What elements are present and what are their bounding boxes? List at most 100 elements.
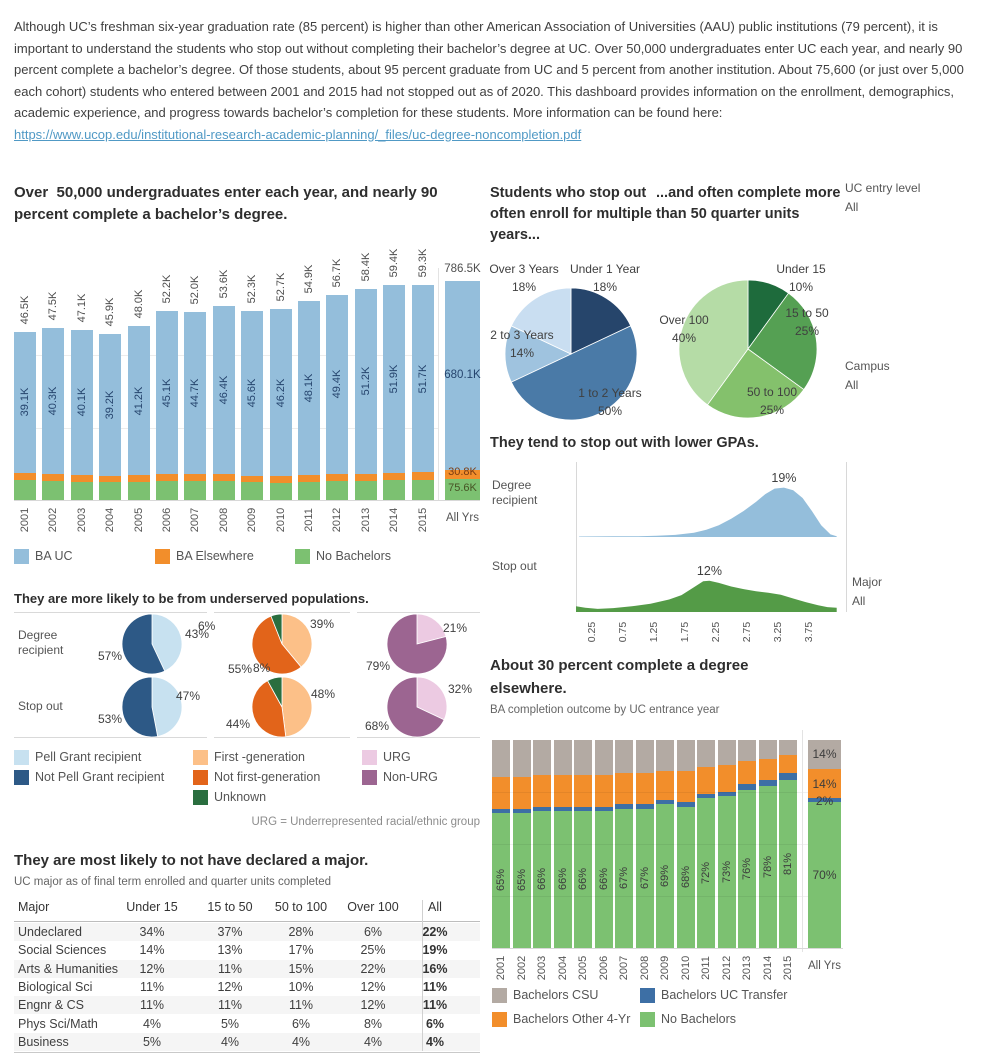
- bar-segment-other-4yr[interactable]: [574, 775, 592, 807]
- bar-segment-ba-uc[interactable]: [445, 281, 480, 471]
- bar-segment-csu[interactable]: [512, 740, 531, 778]
- pie-slice-2-to-3-years[interactable]: [504, 325, 572, 383]
- table-header-cell[interactable]: 15 to 50: [207, 900, 253, 914]
- bar-segment-uc-transfer[interactable]: [594, 806, 613, 811]
- filter-value-campus[interactable]: All: [845, 378, 859, 392]
- bar-segment-no-bachelors[interactable]: [156, 481, 178, 500]
- bar-segment-csu[interactable]: [808, 740, 841, 770]
- bar-segment-uc-transfer[interactable]: [697, 794, 715, 799]
- bar-segment-no-bachelors[interactable]: [512, 812, 531, 948]
- pie-slice-1-to-2-years[interactable]: [510, 325, 638, 421]
- bar-segment-ba-elsewhere[interactable]: [326, 473, 349, 481]
- pie-slice-unknown[interactable]: [267, 676, 283, 708]
- bar-segment-ba-elsewhere[interactable]: [99, 475, 122, 483]
- bar-segment-no-bachelors[interactable]: [533, 810, 551, 948]
- bar-segment-uc-transfer[interactable]: [656, 800, 674, 805]
- bar-segment-other-4yr[interactable]: [533, 775, 551, 807]
- bar-segment-no-bachelors[interactable]: [354, 480, 377, 500]
- pie-slice-under-1-year[interactable]: [570, 287, 632, 355]
- bar-segment-ba-elsewhere[interactable]: [14, 473, 36, 481]
- bar-segment-other-4yr[interactable]: [738, 760, 756, 784]
- bar-segment-other-4yr[interactable]: [758, 758, 777, 780]
- bar-segment-other-4yr[interactable]: [676, 771, 695, 803]
- bar-segment-no-bachelors[interactable]: [14, 480, 36, 500]
- bar-segment-ba-elsewhere[interactable]: [184, 473, 207, 481]
- bar-segment-no-bachelors[interactable]: [445, 478, 480, 500]
- bar-segment-csu[interactable]: [553, 740, 572, 776]
- bar-segment-other-4yr[interactable]: [594, 775, 613, 807]
- bar-segment-csu[interactable]: [533, 740, 551, 776]
- bar-segment-ba-elsewhere[interactable]: [445, 470, 480, 479]
- bar-segment-uc-transfer[interactable]: [615, 804, 633, 809]
- bar-segment-uc-transfer[interactable]: [738, 783, 756, 790]
- pie-slice-non-urg[interactable]: [386, 676, 445, 738]
- pie-slice-pell-grant-recipient[interactable]: [151, 613, 183, 672]
- bar-segment-other-4yr[interactable]: [615, 773, 633, 805]
- bar-segment-other-4yr[interactable]: [492, 777, 510, 809]
- bar-segment-no-bachelors[interactable]: [553, 810, 572, 948]
- bar-segment-csu[interactable]: [492, 740, 510, 778]
- bar-segment-no-bachelors[interactable]: [676, 806, 695, 948]
- bar-segment-ba-uc[interactable]: [354, 288, 377, 474]
- bar-segment-uc-transfer[interactable]: [808, 798, 841, 803]
- bar-segment-other-4yr[interactable]: [779, 754, 797, 774]
- pie-slice-urg[interactable]: [416, 676, 448, 721]
- bar-segment-uc-transfer[interactable]: [717, 792, 736, 797]
- bar-segment-ba-uc[interactable]: [383, 285, 406, 473]
- bar-segment-ba-elsewhere[interactable]: [354, 473, 377, 481]
- pie-slice-not-pell-grant-recipient[interactable]: [121, 676, 159, 738]
- bar-segment-ba-elsewhere[interactable]: [127, 475, 150, 482]
- pie-slice-first-generation[interactable]: [281, 613, 313, 668]
- bar-segment-no-bachelors[interactable]: [127, 481, 150, 500]
- bar-segment-no-bachelors[interactable]: [808, 802, 841, 948]
- bar-segment-uc-transfer[interactable]: [512, 808, 531, 813]
- report-link[interactable]: https://www.ucop.edu/institutional-resea…: [14, 126, 582, 142]
- bar-segment-ba-uc[interactable]: [212, 305, 235, 474]
- pie-slice-first-generation[interactable]: [281, 676, 313, 738]
- bar-segment-no-bachelors[interactable]: [184, 480, 207, 500]
- bar-segment-csu[interactable]: [676, 740, 695, 772]
- bar-segment-ba-uc[interactable]: [156, 311, 178, 475]
- bar-segment-ba-elsewhere[interactable]: [70, 474, 93, 482]
- pie-slice-over-100[interactable]: [678, 279, 749, 406]
- pie-slice-not-first-generation[interactable]: [251, 615, 302, 675]
- bar-segment-uc-transfer[interactable]: [492, 808, 510, 813]
- bar-segment-csu[interactable]: [697, 740, 715, 768]
- bar-segment-no-bachelors[interactable]: [326, 480, 349, 500]
- pie-slice-15-to-50[interactable]: [747, 292, 818, 391]
- bar-segment-csu[interactable]: [738, 740, 756, 761]
- pie-slice-over-3-years[interactable]: [510, 287, 572, 355]
- bar-segment-no-bachelors[interactable]: [411, 479, 434, 500]
- bar-segment-uc-transfer[interactable]: [758, 779, 777, 786]
- bar-segment-other-4yr[interactable]: [656, 771, 674, 801]
- bar-segment-ba-uc[interactable]: [326, 294, 349, 474]
- bar-segment-other-4yr[interactable]: [808, 769, 841, 799]
- table-header-cell[interactable]: Major: [18, 900, 50, 914]
- bar-segment-no-bachelors[interactable]: [574, 810, 592, 948]
- table-header-cell[interactable]: Under 15: [126, 900, 178, 914]
- bar-segment-uc-transfer[interactable]: [635, 804, 654, 809]
- bar-segment-no-bachelors[interactable]: [99, 482, 122, 500]
- bar-segment-ba-uc[interactable]: [298, 301, 320, 476]
- bar-segment-uc-transfer[interactable]: [779, 773, 797, 780]
- pie-slice-non-urg[interactable]: [386, 613, 448, 675]
- table-header-cell[interactable]: All: [428, 900, 442, 914]
- bar-segment-ba-uc[interactable]: [42, 328, 65, 474]
- bar-segment-csu[interactable]: [758, 740, 777, 759]
- bar-segment-no-bachelors[interactable]: [697, 798, 715, 948]
- bar-segment-ba-uc[interactable]: [241, 310, 264, 476]
- pie-slice-50-to-100[interactable]: [706, 348, 805, 419]
- bar-segment-ba-uc[interactable]: [70, 329, 93, 475]
- bar-segment-other-4yr[interactable]: [512, 777, 531, 809]
- bar-segment-no-bachelors[interactable]: [738, 789, 756, 948]
- bar-segment-uc-transfer[interactable]: [553, 806, 572, 811]
- bar-segment-no-bachelors[interactable]: [779, 779, 797, 948]
- bar-segment-no-bachelors[interactable]: [594, 810, 613, 948]
- bar-segment-other-4yr[interactable]: [553, 775, 572, 807]
- bar-segment-csu[interactable]: [574, 740, 592, 776]
- bar-segment-csu[interactable]: [615, 740, 633, 774]
- bar-segment-ba-uc[interactable]: [127, 326, 150, 476]
- bar-segment-no-bachelors[interactable]: [383, 480, 406, 500]
- bar-segment-uc-transfer[interactable]: [574, 806, 592, 811]
- bar-segment-ba-uc[interactable]: [269, 309, 292, 477]
